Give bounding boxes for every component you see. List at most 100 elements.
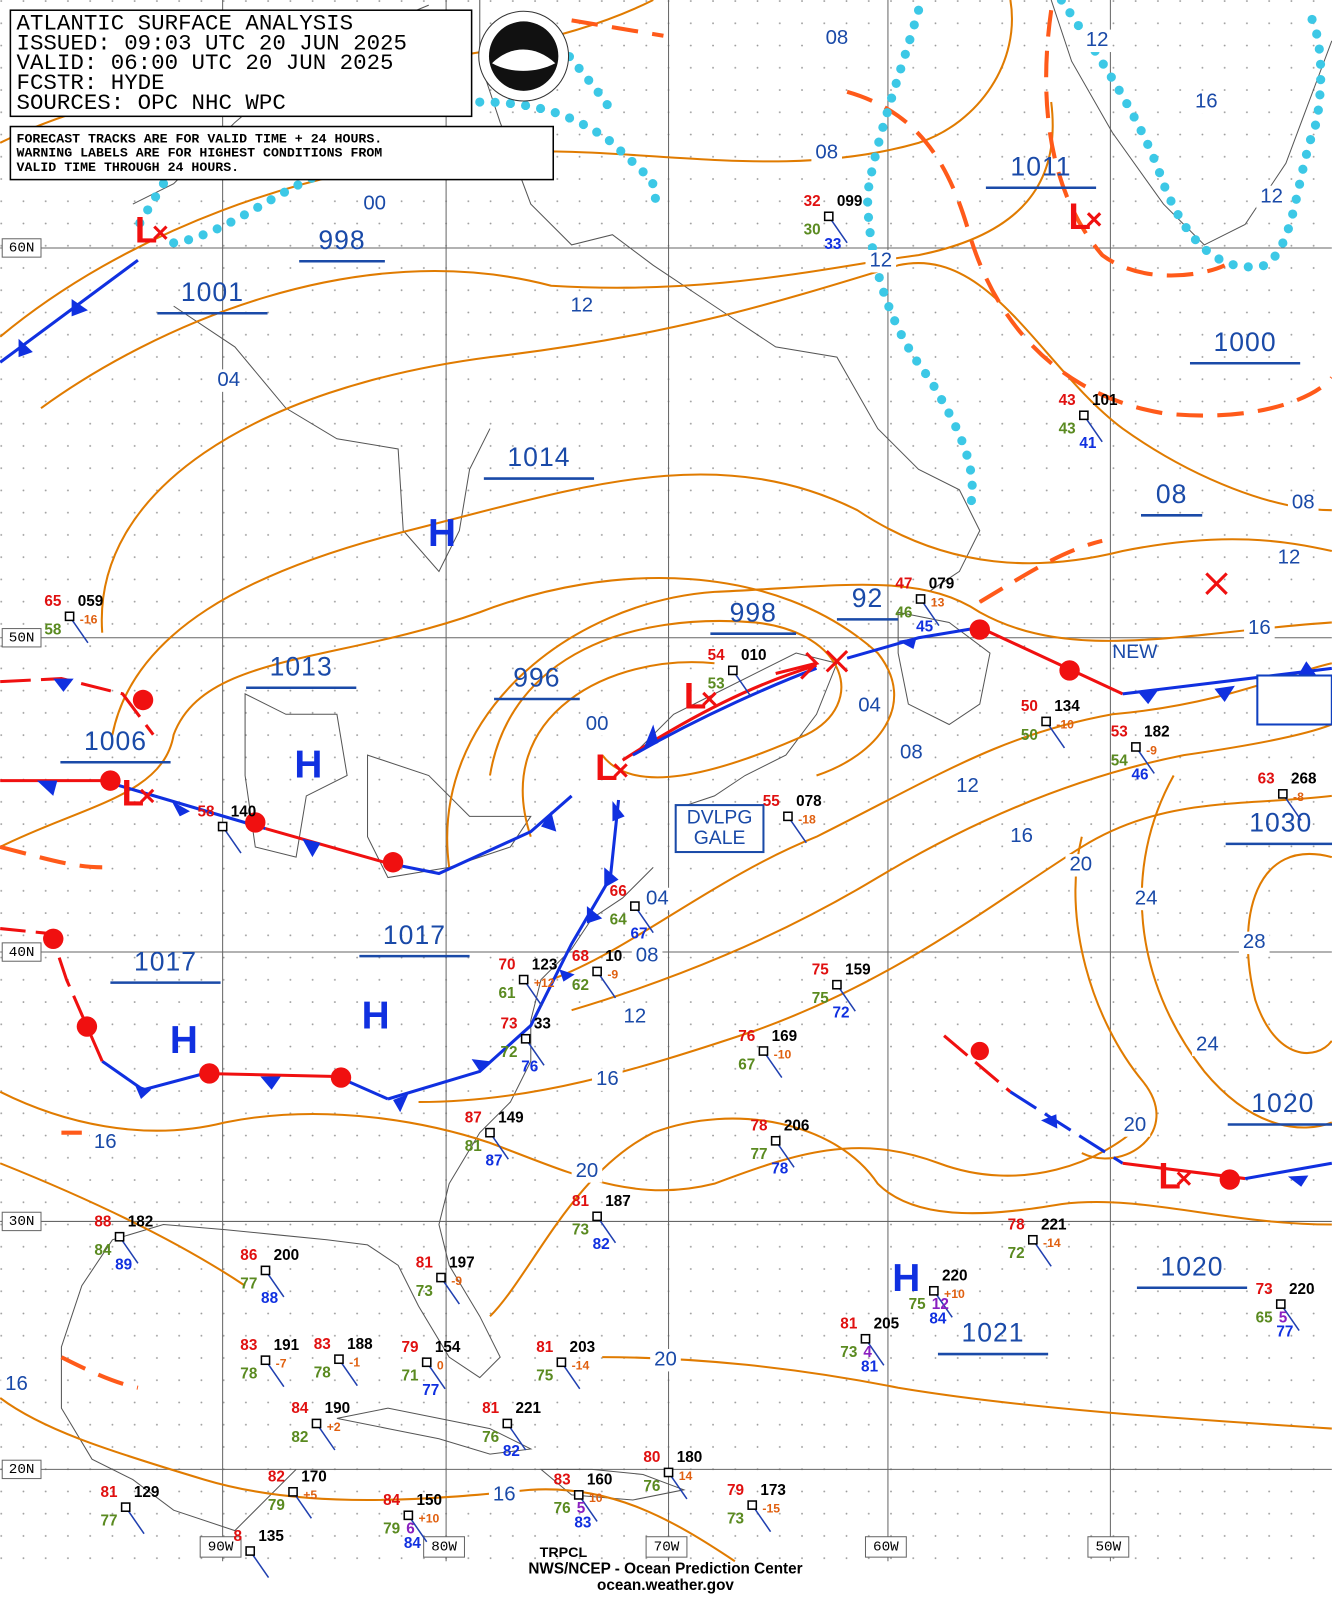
station bbox=[502, 1418, 513, 1429]
station-d: 81 bbox=[465, 1138, 483, 1155]
map-shape bbox=[1059, 660, 1080, 681]
station-tend: -14 bbox=[1043, 1236, 1061, 1250]
station-d: 84 bbox=[94, 1242, 112, 1259]
station-d: 76 bbox=[482, 1429, 499, 1446]
station-extra: 4 bbox=[863, 1344, 872, 1361]
station-p: 10 bbox=[605, 948, 622, 965]
station-t: 8 bbox=[234, 1528, 243, 1545]
low-x bbox=[613, 763, 628, 778]
isobar-label: 16 bbox=[1195, 90, 1218, 112]
pressure-label: 996 bbox=[513, 663, 560, 693]
label-bg bbox=[619, 1006, 651, 1029]
station-p: 101 bbox=[1092, 392, 1118, 409]
station bbox=[592, 1211, 602, 1222]
isobar-label: 12 bbox=[570, 295, 593, 317]
station-d: 58 bbox=[44, 622, 62, 639]
station-t: 87 bbox=[465, 1109, 482, 1126]
map-shape bbox=[1137, 689, 1159, 705]
station-t: 32 bbox=[804, 193, 821, 210]
station-v: 81 bbox=[861, 1358, 879, 1375]
station-tend: -16 bbox=[80, 613, 98, 627]
station-d: 71 bbox=[402, 1368, 420, 1385]
label-bg bbox=[1192, 1033, 1223, 1057]
station-p: 203 bbox=[570, 1339, 596, 1356]
label-bg bbox=[1244, 617, 1275, 640]
station-v: 83 bbox=[574, 1515, 591, 1532]
high-center: H bbox=[170, 1019, 198, 1062]
station-t: 47 bbox=[895, 576, 912, 593]
lon-label: 90W bbox=[208, 1540, 234, 1556]
station-p: 159 bbox=[845, 961, 871, 978]
map-shape bbox=[100, 262, 1332, 633]
station-tend: -7 bbox=[276, 1357, 287, 1371]
label-box bbox=[1256, 674, 1332, 726]
station bbox=[120, 1502, 131, 1512]
map-shape bbox=[1219, 1169, 1240, 1190]
station-p: 079 bbox=[929, 576, 955, 593]
header-line: ATLANTIC SURFACE ANALYSIS bbox=[17, 10, 354, 36]
isobar-label: 20 bbox=[654, 1349, 677, 1371]
station bbox=[1041, 716, 1051, 727]
station-d: 78 bbox=[314, 1365, 332, 1382]
map-shape bbox=[132, 689, 154, 711]
map-shape bbox=[489, 1117, 1332, 1318]
map-shape bbox=[111, 473, 1332, 735]
station-p: 220 bbox=[1289, 1281, 1315, 1298]
label-bg bbox=[566, 294, 598, 318]
station-d: 77 bbox=[751, 1146, 768, 1163]
station-t: 84 bbox=[291, 1400, 309, 1417]
isobar-label: 04 bbox=[858, 695, 881, 717]
station-p: 135 bbox=[258, 1528, 284, 1545]
station-t: 88 bbox=[94, 1213, 112, 1230]
map-shape bbox=[571, 18, 664, 38]
station-v: 67 bbox=[630, 926, 647, 943]
map-shape bbox=[862, 5, 977, 515]
station-t: 81 bbox=[572, 1193, 590, 1210]
station-p: 169 bbox=[772, 1028, 798, 1045]
map-shape bbox=[393, 1093, 409, 1113]
isobar-label: 00 bbox=[586, 713, 609, 735]
station bbox=[556, 1357, 567, 1368]
map-shape bbox=[71, 298, 88, 317]
map-shape bbox=[978, 538, 1103, 604]
isobar-label: 20 bbox=[1124, 1114, 1147, 1136]
lat-box bbox=[1, 238, 42, 258]
station-tend: +10 bbox=[944, 1287, 965, 1301]
lat-label: 20N bbox=[9, 1462, 35, 1478]
isobar-label: 16 bbox=[493, 1483, 516, 1505]
label-bg bbox=[581, 713, 613, 736]
map-shape bbox=[559, 969, 575, 982]
map-shape bbox=[18, 338, 33, 358]
map-shape bbox=[199, 1063, 220, 1084]
station-t: 65 bbox=[44, 593, 62, 610]
station-p: 140 bbox=[231, 803, 257, 820]
map-shape bbox=[1074, 836, 1158, 1160]
station-d: 73 bbox=[727, 1510, 744, 1527]
station bbox=[334, 1354, 344, 1365]
station bbox=[1277, 789, 1288, 799]
low-x bbox=[153, 225, 168, 240]
station-t: 79 bbox=[402, 1339, 419, 1356]
map-shape bbox=[260, 1076, 281, 1090]
station-p: 123 bbox=[532, 956, 558, 973]
station-d: 30 bbox=[804, 222, 821, 239]
station-tend: -10 bbox=[1056, 718, 1074, 732]
low-x bbox=[139, 788, 155, 804]
station-d: 65 bbox=[1256, 1309, 1274, 1326]
station-p: 200 bbox=[274, 1247, 300, 1264]
high-center: H bbox=[892, 1257, 920, 1300]
station bbox=[1275, 1299, 1286, 1309]
label-bg bbox=[1287, 491, 1319, 515]
station bbox=[915, 594, 926, 604]
map-shape bbox=[387, 799, 621, 1101]
pressure-label: 1013 bbox=[270, 651, 333, 681]
note-line: VALID TIME THROUGH 24 HOURS. bbox=[17, 160, 240, 175]
isobar-label: 08 bbox=[826, 27, 849, 49]
station-t: 83 bbox=[314, 1336, 331, 1353]
map-shape bbox=[9, 125, 555, 181]
label-bg bbox=[359, 192, 390, 216]
station bbox=[260, 1265, 271, 1276]
footer-line: NWS/NCEP - Ocean Prediction Center bbox=[528, 1560, 802, 1577]
station-extra: 6 bbox=[406, 1521, 415, 1538]
